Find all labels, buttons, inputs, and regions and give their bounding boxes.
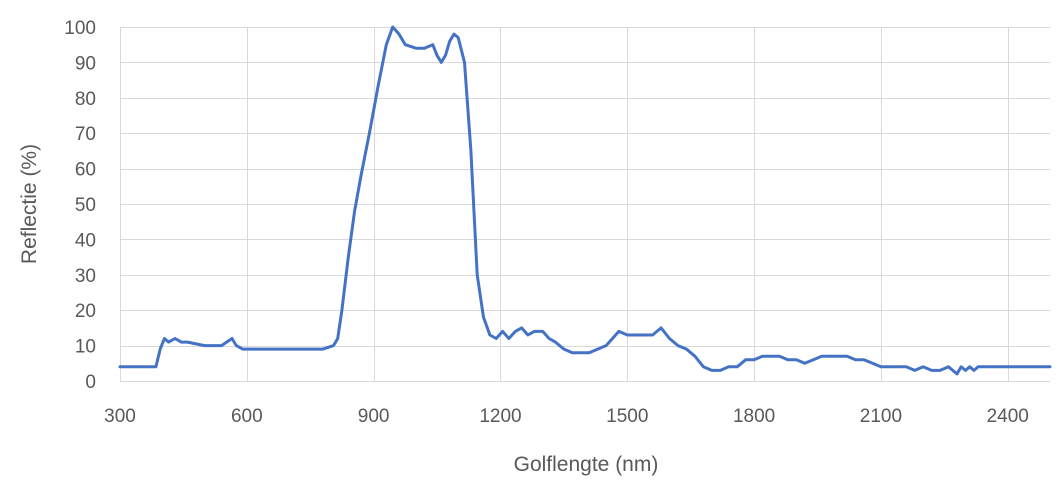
y-tick-label-10: 10 xyxy=(75,337,96,358)
y-tick-label-100: 100 xyxy=(64,18,96,39)
x-tick-label-300: 300 xyxy=(104,406,136,427)
y-axis-title: Reflectie (%) xyxy=(18,144,41,264)
series-line-0 xyxy=(118,25,1052,376)
y-tick-label-40: 40 xyxy=(75,230,96,251)
series-layer xyxy=(118,25,1052,376)
tick-label-layer: 0 10 20 30 40 50 60 70 80 90 100 300 600 900 1200 1500 1… xyxy=(64,18,1029,427)
grid-layer xyxy=(120,27,1050,382)
y-tick-label-80: 80 xyxy=(75,89,96,110)
x-tick-label-1800: 1800 xyxy=(733,406,775,427)
y-tick-label-60: 60 xyxy=(75,160,96,181)
x-tick-label-1200: 1200 xyxy=(479,406,521,427)
y-tick-label-90: 90 xyxy=(75,53,96,74)
x-tick-label-1500: 1500 xyxy=(606,406,648,427)
y-tick-label-0: 0 xyxy=(85,372,96,393)
y-tick-label-20: 20 xyxy=(75,301,96,322)
x-tick-label-900: 900 xyxy=(358,406,390,427)
y-tick-label-70: 70 xyxy=(75,124,96,145)
x-tick-label-2100: 2100 xyxy=(860,406,902,427)
x-tick-label-600: 600 xyxy=(231,406,263,427)
y-tick-label-50: 50 xyxy=(75,195,96,216)
x-axis-title: Golflengte (nm) xyxy=(514,453,659,476)
y-tick-label-30: 30 xyxy=(75,266,96,287)
x-tick-label-2400: 2400 xyxy=(987,406,1029,427)
